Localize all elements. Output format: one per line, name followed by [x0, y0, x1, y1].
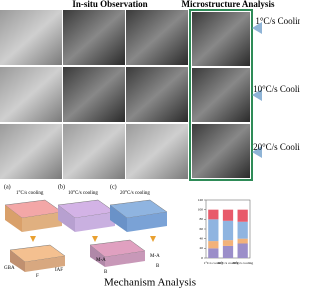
- panel-label: (b): [58, 183, 65, 190]
- annotation: B: [156, 264, 160, 269]
- header-right: Microstructure Analysis: [182, 0, 275, 9]
- bar-segment: [237, 238, 248, 244]
- bar-segment: [208, 209, 219, 220]
- y-tick-label: 100: [198, 207, 204, 211]
- annotation: M-A: [96, 258, 106, 263]
- bar-segment: [237, 209, 248, 222]
- x-tick-label: 1°C/s cooling: [204, 261, 223, 265]
- bar-segment: [222, 209, 234, 221]
- panel-caption: 1°C/s cooling: [16, 191, 44, 196]
- y-tick-label: 60: [200, 227, 204, 231]
- mechanism-title: Mechanism Analysis: [104, 277, 196, 289]
- panel-label: (a): [4, 183, 11, 190]
- x-tick-label: 10°C/s cooling: [218, 261, 239, 265]
- row-label: 10°C/s Cooling: [253, 84, 300, 94]
- bar-segment: [222, 240, 234, 246]
- panel-label: (c): [110, 183, 117, 190]
- header-left: In-situ Observation: [72, 0, 147, 9]
- annotation: B: [104, 270, 108, 275]
- bar-segment: [222, 245, 234, 258]
- y-tick-label: 40: [200, 236, 204, 240]
- panel-caption: 10°C/s cooling: [68, 191, 98, 196]
- y-tick-label: 80: [200, 217, 204, 221]
- row-arrows: [252, 22, 262, 158]
- annotation: F: [36, 274, 39, 279]
- y-tick-label: 0: [201, 256, 203, 260]
- bar-segment: [222, 220, 234, 241]
- bar-segment: [237, 243, 248, 258]
- y-tick-label: 20: [200, 246, 204, 250]
- annotation: IAF: [55, 268, 63, 273]
- mechanism-diagrams: [4, 199, 168, 272]
- row-label: 1°C/s Cooling: [255, 16, 300, 26]
- micrographs: [0, 9, 253, 181]
- panel-caption: 20°C/s cooling: [120, 191, 150, 196]
- bar-segment: [208, 241, 219, 249]
- annotation: GBA: [4, 266, 15, 271]
- graphical-abstract: In-situ Observation Microstructure Analy…: [0, 0, 309, 289]
- bar-segment: [208, 219, 219, 242]
- figure: In-situ Observation Microstructure Analy…: [0, 0, 309, 289]
- y-tick-label: 120: [198, 198, 204, 202]
- x-tick-label: 20°C/s cooling: [232, 261, 253, 265]
- bar-segment: [208, 248, 219, 258]
- annotation: M-A: [150, 254, 160, 259]
- row-label: 20°C/s Cooling: [253, 142, 300, 152]
- bar-segment: [237, 221, 248, 239]
